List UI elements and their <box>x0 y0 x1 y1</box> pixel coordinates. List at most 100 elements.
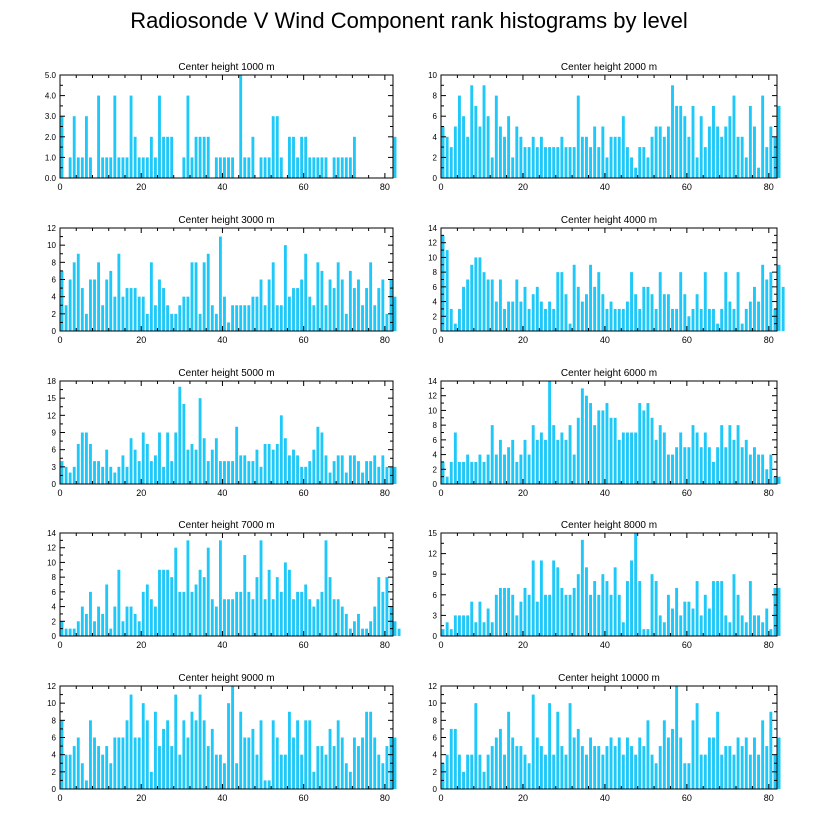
histogram-bar <box>568 147 572 178</box>
histogram-bar <box>369 711 373 789</box>
histogram-bar <box>267 157 271 178</box>
histogram-bar <box>478 754 482 789</box>
histogram-bar <box>441 126 445 178</box>
histogram-bar <box>585 136 588 178</box>
histogram-bar <box>539 560 543 636</box>
y-tick-label: 3 <box>433 611 438 620</box>
y-tick-label: 2 <box>433 465 438 474</box>
histogram-bar <box>671 308 674 331</box>
histogram-bar <box>703 754 707 789</box>
histogram-bar <box>531 560 535 636</box>
histogram-bar <box>369 461 373 484</box>
histogram-bar <box>113 606 117 636</box>
histogram-bar <box>93 461 96 484</box>
histogram-bar <box>736 272 740 331</box>
y-tick-label: 14 <box>428 377 437 386</box>
histogram-bar <box>486 754 490 789</box>
histogram-bar <box>703 147 707 178</box>
histogram-bar <box>449 629 453 636</box>
histogram-bar <box>178 386 182 484</box>
y-tick-label: 6 <box>52 446 57 455</box>
histogram-bar <box>527 308 531 331</box>
histogram-bar <box>145 443 149 484</box>
histogram-bar <box>304 584 308 636</box>
x-tick-label: 80 <box>764 793 774 803</box>
histogram-bar <box>683 447 687 484</box>
histogram-bar <box>304 136 308 178</box>
histogram-bar <box>223 296 226 331</box>
histogram-bar <box>320 591 324 636</box>
histogram-bar <box>190 711 194 789</box>
histogram-bar <box>462 286 465 331</box>
histogram-bar <box>308 461 312 484</box>
histogram-bar <box>166 305 170 331</box>
histogram-bar <box>679 105 683 178</box>
x-tick-label: 20 <box>136 488 146 498</box>
histogram-bar <box>720 754 724 789</box>
panel-6: Center height 6000 m 0 20 40 60 80 0 2 4 6 8 10 12 14 <box>428 368 781 498</box>
histogram-bar <box>328 728 332 789</box>
histogram-bar <box>296 455 299 484</box>
histogram-bar <box>231 686 235 789</box>
histogram-bar <box>93 621 96 636</box>
x-tick-label: 80 <box>764 488 774 498</box>
histogram-bar <box>683 294 687 331</box>
histogram-bar <box>523 147 527 178</box>
histogram-bar <box>593 581 597 636</box>
histogram-bar <box>186 296 190 331</box>
histogram-bar <box>251 136 255 178</box>
histogram-bar <box>646 629 650 636</box>
y-tick-label: 10 <box>428 699 437 708</box>
histogram-bar <box>352 737 356 789</box>
histogram-bar <box>72 746 76 789</box>
histogram-bar <box>769 272 773 331</box>
x-tick-label: 80 <box>380 182 390 192</box>
y-tick-label: 4 <box>433 133 438 142</box>
histogram-bar <box>679 432 683 484</box>
histogram-bar <box>316 157 320 178</box>
histogram-bar <box>556 439 560 484</box>
histogram-bar <box>675 587 679 636</box>
histogram-bar <box>76 253 80 331</box>
histogram-bar <box>231 157 235 178</box>
histogram-bar <box>777 587 781 636</box>
histogram-bar <box>292 449 295 484</box>
histogram-bar <box>486 608 490 636</box>
histogram-bar <box>198 398 202 484</box>
y-tick-label: 12 <box>47 682 56 691</box>
histogram-bar <box>64 466 68 484</box>
histogram-bar <box>89 720 92 789</box>
histogram-bar <box>186 540 190 636</box>
histogram-bar <box>154 305 157 331</box>
histogram-bar <box>393 296 397 331</box>
x-tick-label: 20 <box>136 335 146 345</box>
histogram-bar <box>662 136 666 178</box>
histogram-bar <box>572 737 576 789</box>
histogram-bar <box>300 591 304 636</box>
histogram-bar <box>507 711 511 789</box>
histogram-bar <box>340 157 344 178</box>
histogram-bar <box>84 313 88 331</box>
histogram-bar <box>490 279 494 331</box>
histogram-bar <box>68 628 72 636</box>
histogram-bar <box>445 250 449 331</box>
x-tick-label: 0 <box>57 182 62 192</box>
histogram-bar <box>125 466 129 484</box>
histogram-bar <box>687 316 691 331</box>
histogram-bar <box>288 296 291 331</box>
histogram-bar <box>133 737 137 789</box>
x-tick-label: 40 <box>600 793 610 803</box>
histogram-bar <box>687 447 691 484</box>
histogram-bar <box>218 540 222 636</box>
histogram-bar <box>699 308 703 331</box>
histogram-bar <box>498 587 502 636</box>
histogram-bar <box>324 157 328 178</box>
histogram-bar <box>609 594 613 636</box>
histogram-bar <box>617 439 621 484</box>
histogram-bar <box>174 313 178 331</box>
histogram-bar <box>243 305 247 331</box>
histogram-bar <box>740 447 744 484</box>
histogram-bar <box>445 136 449 178</box>
histogram-bar <box>630 746 633 789</box>
